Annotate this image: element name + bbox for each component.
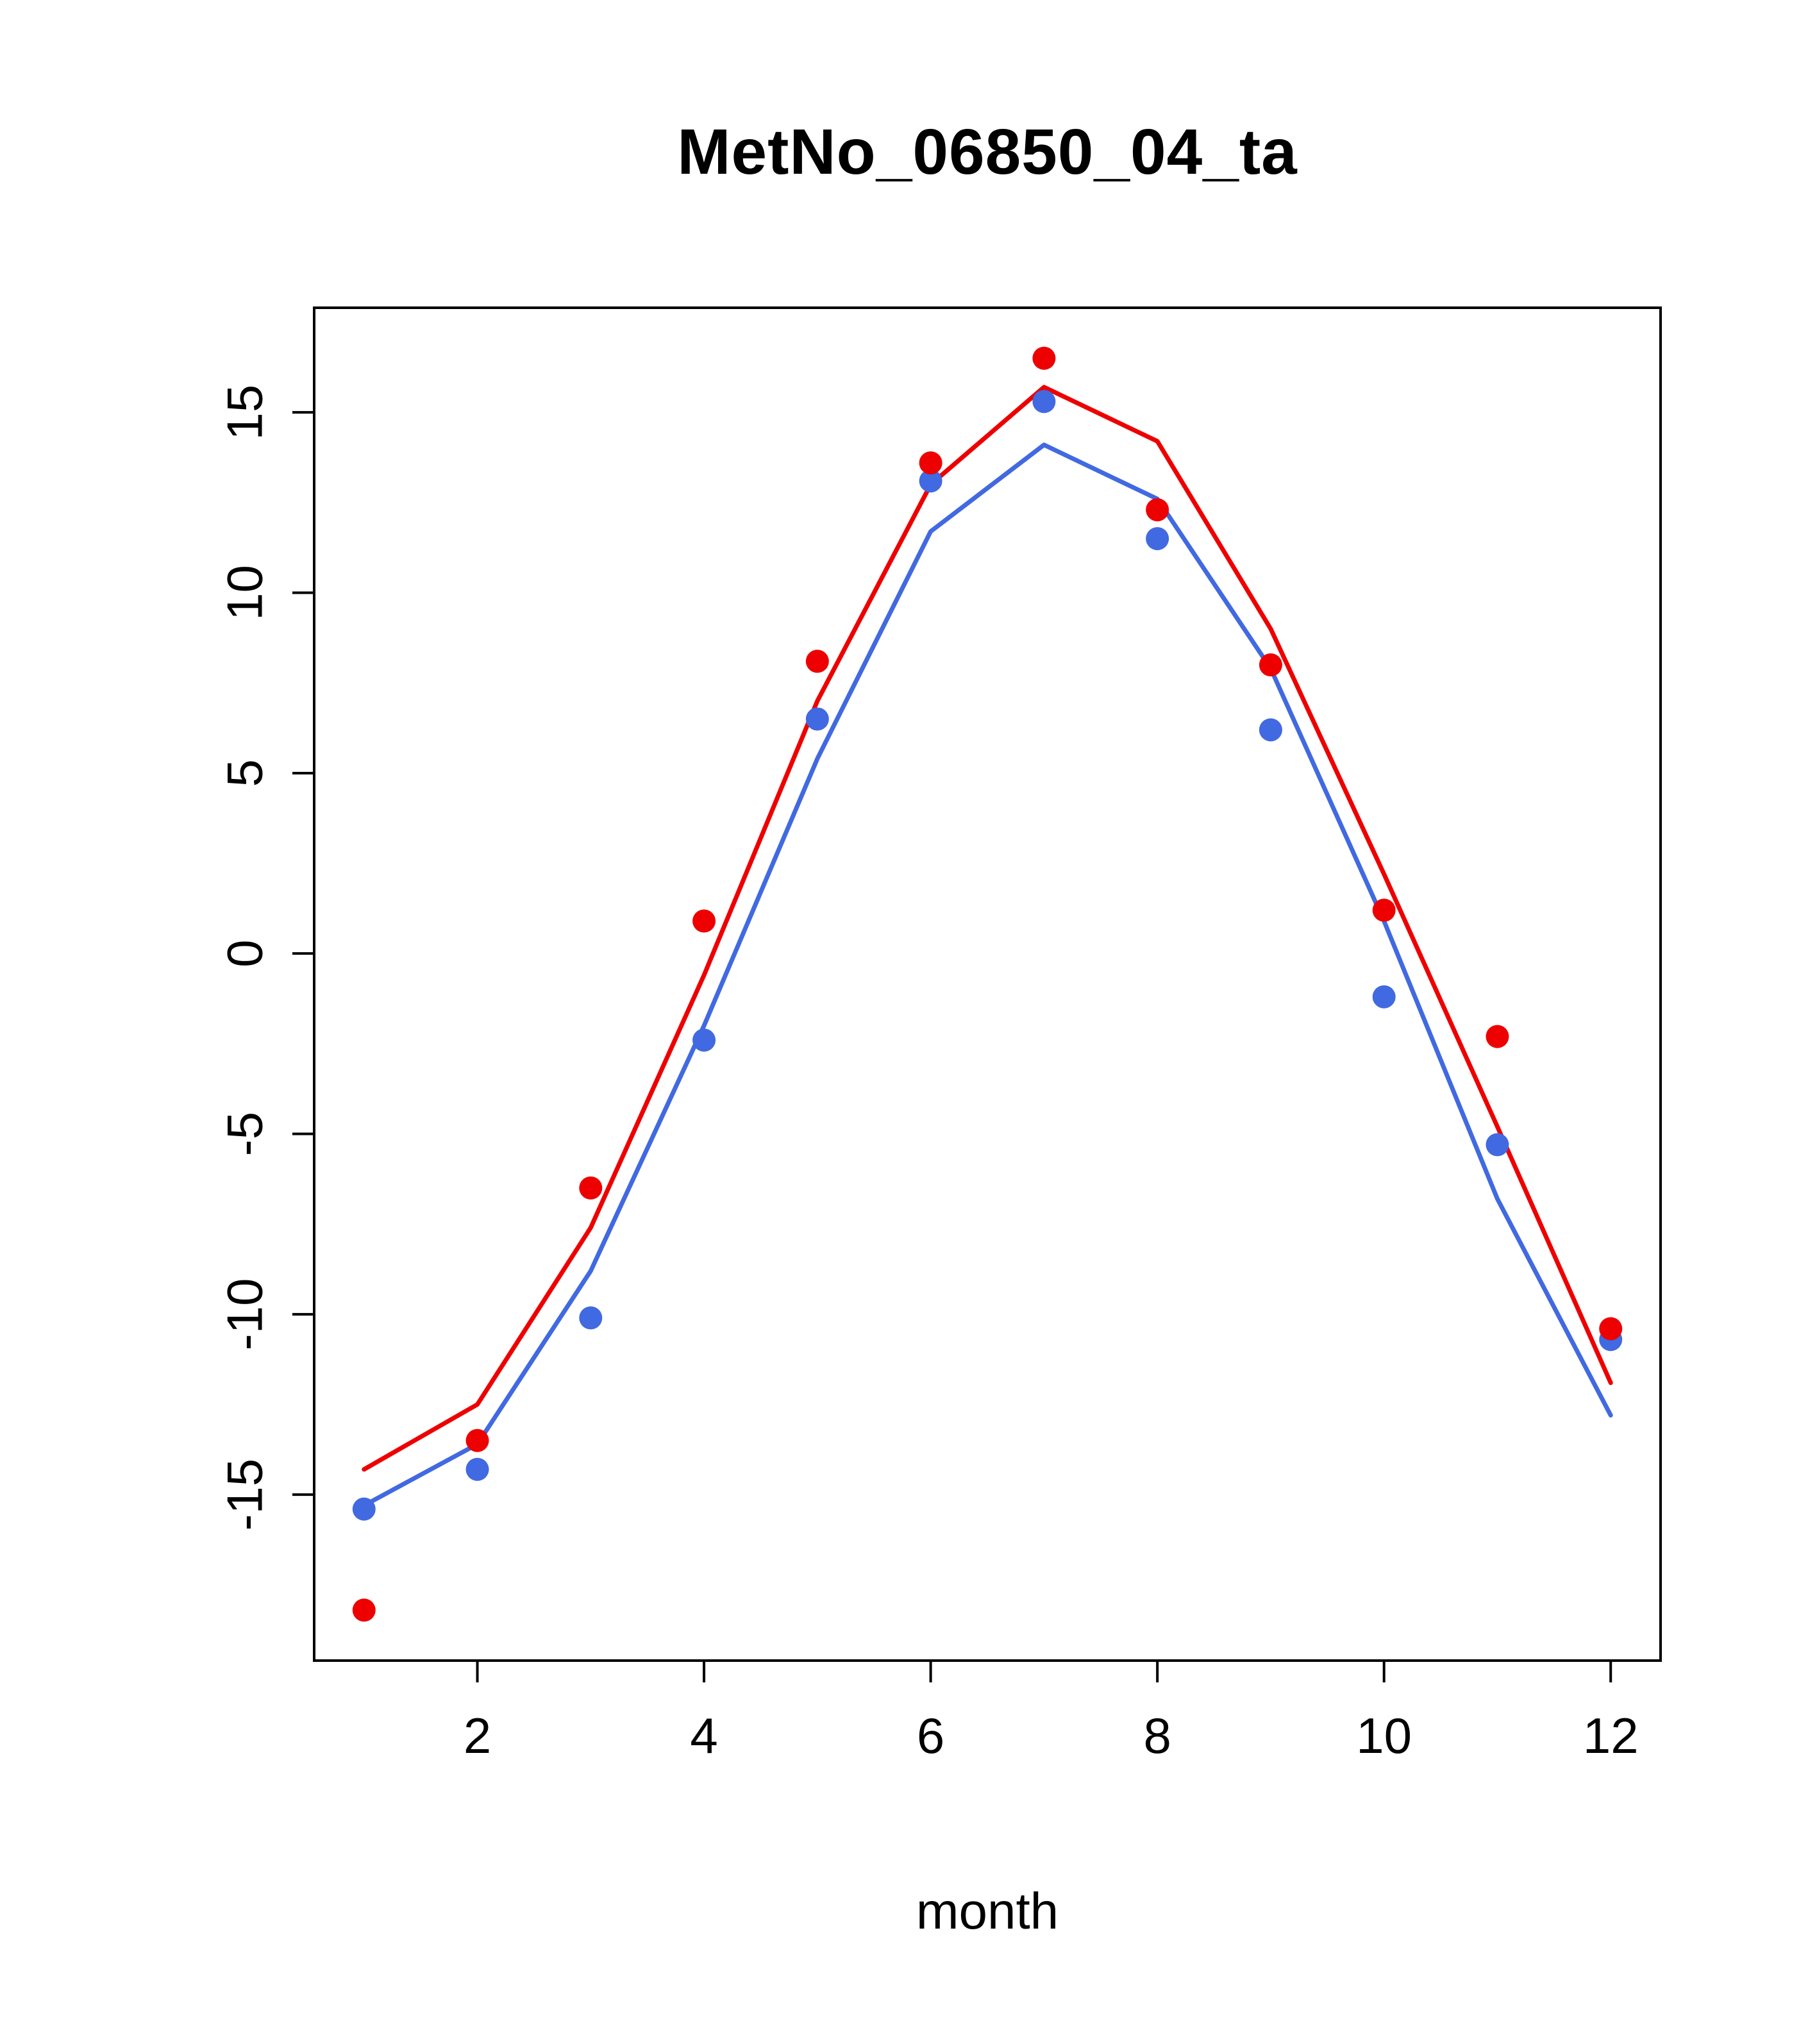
x-tick-label: 6 [917,1707,944,1764]
blue-point [805,707,829,731]
y-tick-label: 10 [217,565,273,621]
chart-title: MetNo_06850_04_ta [677,116,1298,188]
red-point [579,1176,603,1200]
blue-point [1372,985,1396,1009]
y-tick-label: 15 [217,385,273,440]
red-point [805,649,829,673]
y-tick-label: 0 [217,939,273,967]
red-point [352,1598,376,1622]
y-tick-label: -5 [217,1112,273,1156]
blue-point [692,1028,716,1052]
y-tick-label: -10 [217,1278,273,1350]
red-point [1372,898,1396,922]
x-tick-label: 2 [464,1707,491,1764]
red-point [465,1428,489,1452]
blue-point [1486,1133,1509,1157]
blue-point [352,1497,376,1521]
blue-line [362,442,1613,1508]
blue-point [1146,527,1169,551]
red-point [692,909,716,933]
y-tick-label: 5 [217,759,273,787]
red-point [1259,653,1282,677]
red-point [1599,1317,1623,1341]
blue-point [1259,718,1282,742]
x-tick-label: 4 [690,1707,717,1764]
x-tick-label: 12 [1583,1707,1639,1764]
x-tick-label: 10 [1356,1707,1412,1764]
red-point [1032,346,1056,370]
red-point [1486,1025,1509,1048]
blue-point [919,469,942,493]
red-point [919,451,942,474]
red-point [1146,498,1169,522]
plot-box [313,306,1662,1662]
x-axis-label: month [916,1882,1059,1939]
blue-point [1032,390,1056,414]
blue-point [465,1457,489,1481]
blue-point [579,1306,603,1330]
x-tick-label: 8 [1143,1707,1171,1764]
red-line [362,385,1613,1472]
y-tick-label: -15 [217,1459,273,1531]
